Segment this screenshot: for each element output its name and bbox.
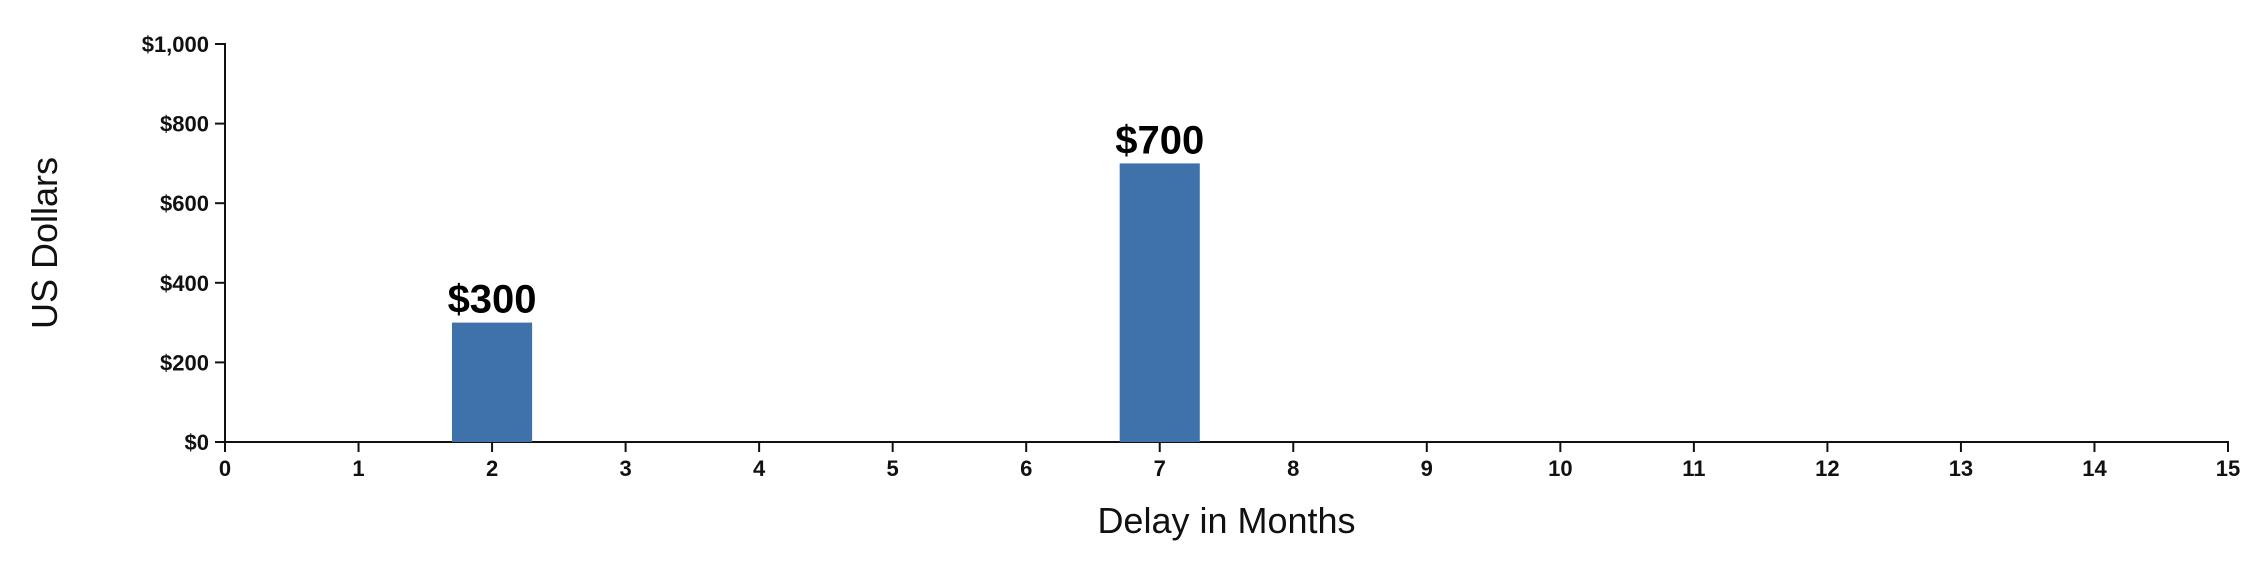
x-tick-label: 10 (1548, 456, 1572, 481)
x-axis-title: Delay in Months (1097, 500, 1355, 541)
x-tick-label: 6 (1020, 456, 1032, 481)
x-axis: 0 1 2 3 4 5 6 7 8 9 10 11 12 13 14 15 (219, 441, 2240, 481)
x-tick-label: 8 (1287, 456, 1299, 481)
x-tick-label: 0 (219, 456, 231, 481)
y-axis-title: US Dollars (24, 157, 65, 329)
x-tick-label: 15 (2216, 456, 2240, 481)
y-tick-label: $200 (160, 350, 209, 375)
x-tick-label: 1 (352, 456, 364, 481)
y-axis: $0 $200 $400 $600 $800 $1,000 (142, 32, 226, 455)
x-tick-label: 5 (887, 456, 899, 481)
y-tick-label: $0 (185, 430, 209, 455)
y-tick-label: $1,000 (142, 32, 209, 57)
y-tick-label: $800 (160, 112, 209, 137)
x-tick-label: 14 (2082, 456, 2107, 481)
x-tick-label: 2 (486, 456, 498, 481)
y-tick-label: $600 (160, 191, 209, 216)
x-tick-label: 9 (1421, 456, 1433, 481)
x-tick-label: 12 (1815, 456, 1839, 481)
x-tick-label: 4 (753, 456, 766, 481)
bar-data-label: $700 (1115, 118, 1204, 162)
x-tick-label: 7 (1154, 456, 1166, 481)
x-tick-label: 13 (1949, 456, 1973, 481)
data-labels: $300 $700 (448, 118, 1205, 321)
x-tick-label: 3 (619, 456, 631, 481)
y-tick-label: $400 (160, 271, 209, 296)
x-tick-label: 11 (1682, 456, 1705, 481)
bar (1119, 163, 1200, 442)
bars (452, 163, 1200, 442)
bar (452, 322, 533, 442)
bar-data-label: $300 (448, 278, 537, 322)
